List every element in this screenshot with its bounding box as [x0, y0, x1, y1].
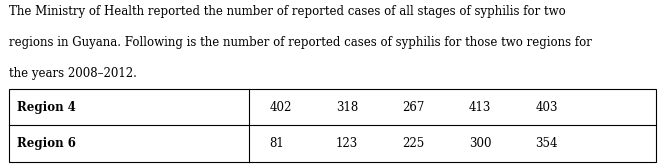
- Text: 413: 413: [469, 101, 491, 113]
- Text: 402: 402: [269, 101, 292, 113]
- Text: The Ministry of Health reported the number of reported cases of all stages of sy: The Ministry of Health reported the numb…: [9, 5, 566, 18]
- Text: 267: 267: [402, 101, 425, 113]
- Text: 318: 318: [336, 101, 358, 113]
- Text: Region 4: Region 4: [17, 101, 76, 113]
- Text: Region 6: Region 6: [17, 137, 76, 150]
- FancyBboxPatch shape: [9, 89, 656, 162]
- Text: 81: 81: [269, 137, 284, 150]
- Text: the years 2008–2012.: the years 2008–2012.: [9, 67, 137, 80]
- Text: 354: 354: [535, 137, 558, 150]
- Text: 300: 300: [469, 137, 491, 150]
- Text: regions in Guyana. Following is the number of reported cases of syphilis for tho: regions in Guyana. Following is the numb…: [9, 36, 593, 49]
- Text: 403: 403: [535, 101, 558, 113]
- Text: 225: 225: [402, 137, 424, 150]
- Text: 123: 123: [336, 137, 358, 150]
